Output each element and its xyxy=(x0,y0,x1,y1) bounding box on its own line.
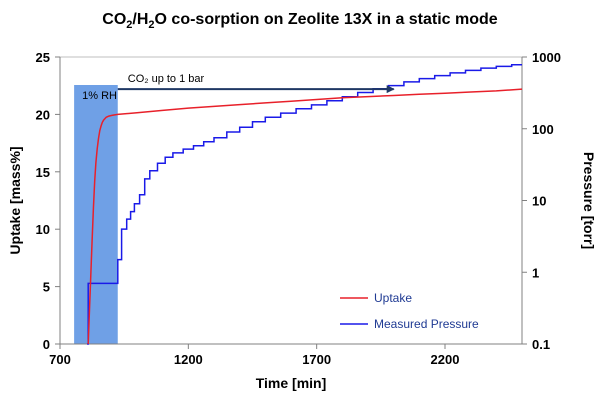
x-tick-label: 700 xyxy=(49,352,71,367)
y-axis-left: 0 5 10 15 20 25 xyxy=(36,50,60,352)
y-left-tick-label: 10 xyxy=(36,222,50,237)
y-axis-left-title: Uptake [mass%] xyxy=(7,146,23,254)
x-tick-label: 1700 xyxy=(302,352,331,367)
legend-label-measured-pressure: Measured Pressure xyxy=(374,317,479,331)
y-axis-right: 0.1 1 10 100 1000 xyxy=(522,50,561,352)
y-right-tick-label: 1000 xyxy=(532,50,561,65)
title-part-post: O co-sorption on Zeolite 13X in a static… xyxy=(155,11,498,28)
y-left-tick-label: 5 xyxy=(43,280,50,295)
x-tick-label: 1200 xyxy=(174,352,203,367)
series-line-uptake xyxy=(87,88,523,345)
legend-label-uptake: Uptake xyxy=(374,291,412,305)
y-axis-right-title: Pressure [torr] xyxy=(581,152,597,249)
y-right-tick-label: 100 xyxy=(532,122,554,137)
x-axis: 700 1200 1700 2200 xyxy=(49,344,459,367)
y-left-tick-label: 20 xyxy=(36,107,50,122)
y-left-tick-label: 15 xyxy=(36,165,50,180)
chart-title: CO2/H2O co-sorption on Zeolite 13X in a … xyxy=(102,11,498,31)
humidity-shaded-region xyxy=(74,85,118,344)
y-left-tick-label: 0 xyxy=(43,337,50,352)
x-axis-title: Time [min] xyxy=(256,375,327,391)
title-sub-1: 2 xyxy=(126,19,132,31)
legend: Uptake Measured Pressure xyxy=(340,291,479,331)
y-right-tick-label: 10 xyxy=(532,194,546,209)
plot-frame xyxy=(59,56,523,345)
y-right-tick-label: 1 xyxy=(532,265,539,280)
co2-annotation-label: CO₂ up to 1 bar xyxy=(128,73,205,85)
y-left-tick-label: 25 xyxy=(36,50,50,65)
y-right-tick-label: 0.1 xyxy=(532,337,550,352)
title-sub-2: 2 xyxy=(148,19,154,31)
x-tick-label: 2200 xyxy=(431,352,460,367)
series-line-measured-pressure xyxy=(87,63,522,345)
title-part-pre: CO xyxy=(102,11,126,28)
humidity-region-label: 1% RH xyxy=(82,90,117,102)
title-part-mid: /H xyxy=(132,11,148,28)
